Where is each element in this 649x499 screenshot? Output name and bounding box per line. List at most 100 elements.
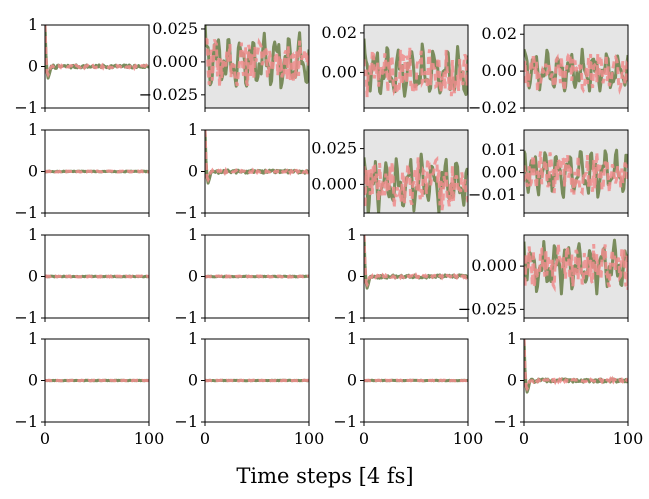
y-tick-label: 0.000 (311, 174, 357, 193)
series-dashed-line (205, 378, 309, 383)
subplot-series (45, 25, 149, 80)
subplot-series (45, 169, 149, 174)
series-dashed-line (45, 378, 149, 383)
subplot-series (205, 25, 309, 90)
y-tick-label: 1 (28, 15, 38, 34)
subplot-r2-c1: 1 0 −1 (174, 225, 310, 327)
series-dashed-line (45, 274, 149, 279)
subplot-series (364, 152, 468, 213)
y-tick-label: 0.01 (481, 140, 517, 159)
series-dashed-line (364, 235, 468, 288)
subplot-r0-c3: 0.02 0.00 −0.02 (468, 24, 629, 117)
subplot-r3-c2: 10−10 100 (333, 329, 483, 448)
y-tick-label: −1 (174, 412, 198, 431)
y-tick-label: 1 (188, 329, 198, 348)
subplot-series (364, 378, 468, 383)
subplot-series (45, 378, 149, 383)
y-tick-label: 0.000 (152, 52, 198, 71)
subplot-series (524, 47, 628, 96)
subplot-r2-c0: 1 0 −1 (14, 225, 150, 327)
y-tick-label: 1 (28, 329, 38, 348)
series-dashed-line (45, 25, 149, 78)
y-tick-label: −1 (333, 412, 357, 431)
y-tick-label: 1 (28, 120, 38, 139)
y-tick-label: 1 (347, 225, 357, 244)
subplot-r3-c0: 10−10 100 (14, 329, 164, 448)
subplot-series (205, 274, 309, 279)
subplot-series (524, 148, 628, 199)
x-tick-label: 100 (134, 429, 165, 448)
subplot-series (205, 378, 309, 383)
subplot-frame (523, 129, 629, 214)
series-dashed-line (45, 169, 149, 174)
x-tick-label: 100 (613, 429, 644, 448)
x-tick-label: 0 (359, 429, 369, 448)
y-tick-label: 0 (28, 371, 38, 390)
subplot-r1-c0: 1 0 −1 (14, 120, 150, 222)
series-dashed-line (364, 153, 468, 211)
y-tick-label: 0 (507, 371, 517, 390)
subplot-r3-c3: 10−10 100 (493, 329, 643, 448)
y-tick-label: −0.01 (468, 185, 517, 204)
subplot-frame (204, 24, 310, 109)
y-tick-label: 0.02 (321, 23, 357, 42)
x-tick-label: 0 (519, 429, 529, 448)
y-tick-label: 0.00 (481, 163, 517, 182)
subplot-r3-c1: 10−10 100 (174, 329, 324, 448)
subplot-frame (523, 234, 629, 319)
y-tick-label: 0 (28, 162, 38, 181)
subplot-series (364, 235, 468, 290)
y-tick-label: 0.025 (152, 19, 198, 38)
y-tick-label: −1 (14, 412, 38, 431)
subplot-r0-c2: 0.02 0.00 (321, 23, 469, 112)
y-tick-label: 0.00 (321, 62, 357, 81)
subplot-series (364, 38, 468, 98)
subplot-frame (363, 129, 469, 214)
subplot-r1-c2: 0.025 0.000 (311, 129, 469, 217)
subplot-r0-c1: 0.025 0.000 −0.025 (139, 19, 310, 112)
subplot-frame (523, 24, 629, 109)
y-tick-label: 0 (28, 57, 38, 76)
subplot-r2-c3: 0.000 −0.025 (458, 234, 629, 322)
y-tick-label: 1 (188, 120, 198, 139)
y-tick-label: −0.025 (458, 299, 517, 318)
subplot-grid: 10−10.0250.000−0.0250.020.000.020.00−0.0… (14, 15, 643, 448)
x-tick-label: 0 (40, 429, 50, 448)
y-tick-label: −1 (14, 98, 38, 117)
y-tick-label: −0.02 (468, 98, 517, 117)
y-tick-label: 0.00 (481, 61, 517, 80)
subplot-r1-c3: 0.01 0.00 −0.01 (468, 129, 629, 217)
series-dashed-line (524, 244, 628, 293)
x-tick-label: 0 (200, 429, 210, 448)
y-tick-label: 0 (188, 162, 198, 181)
y-tick-label: 0 (188, 267, 198, 286)
y-tick-label: −1 (174, 203, 198, 222)
subplot-r1-c1: 1 0 −1 (174, 120, 310, 222)
y-tick-label: 0.02 (481, 24, 517, 43)
y-tick-label: 0.025 (311, 139, 357, 158)
y-tick-label: 0 (28, 267, 38, 286)
subplot-r2-c2: 1 0 −1 (333, 225, 469, 327)
series-dashed-line (524, 339, 628, 392)
series-dashed-line (524, 151, 628, 197)
y-tick-label: 1 (507, 329, 517, 348)
subplot-frame (363, 24, 469, 109)
series-dashed-line (364, 47, 468, 98)
subplot-series (205, 130, 309, 185)
series-dashed-line (524, 51, 628, 96)
series-dashed-line (205, 37, 309, 87)
y-tick-label: 0 (347, 267, 357, 286)
y-tick-label: 0.000 (471, 256, 517, 275)
subplot-r0-c0: 1 0 −1 (14, 15, 150, 117)
subplot-series (524, 238, 628, 296)
y-tick-label: −0.025 (139, 85, 198, 104)
x-axis-label: Time steps [4 fs] (236, 464, 413, 488)
y-tick-label: −1 (493, 412, 517, 431)
y-tick-label: −1 (14, 308, 38, 327)
series-dashed-line (205, 274, 309, 279)
y-tick-label: −1 (174, 308, 198, 327)
y-tick-label: −1 (333, 308, 357, 327)
series-dashed-line (364, 378, 468, 383)
y-tick-label: 1 (28, 225, 38, 244)
